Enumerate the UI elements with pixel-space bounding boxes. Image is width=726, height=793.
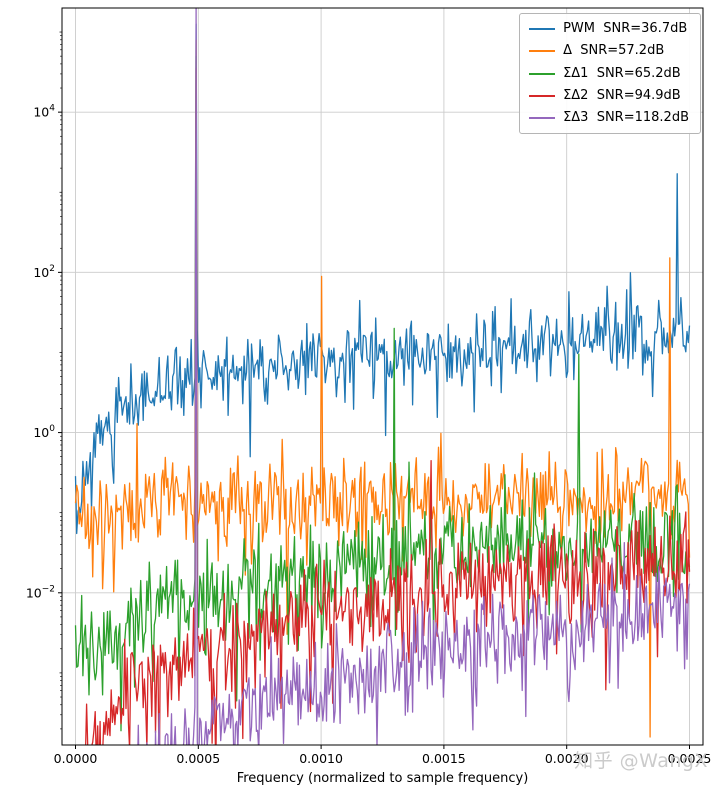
x-tick-label: 0.0000 xyxy=(54,751,98,766)
legend-label: ΣΔ3 SNR=118.2dB xyxy=(563,110,689,126)
watermark: 知乎 @WangX xyxy=(574,750,708,772)
x-tick-label: 0.0005 xyxy=(176,751,220,766)
x-tick-label: 0.0025 xyxy=(668,751,712,766)
legend-item-pwm: PWM SNR=36.7dB xyxy=(529,21,689,36)
legend-item-delta: Δ SNR=57.2dB xyxy=(529,43,689,59)
x-tick-label: 0.0015 xyxy=(422,751,466,766)
legend: PWM SNR=36.7dB Δ SNR=57.2dB ΣΔ1 SNR=65.2dB… xyxy=(519,13,701,135)
x-tick-label: 0.0020 xyxy=(545,751,589,766)
legend-item-sigma-delta-2: ΣΔ2 SNR=94.9dB xyxy=(529,87,689,103)
x-tick-label: 0.0010 xyxy=(299,751,343,766)
series-line-delta xyxy=(74,39,691,738)
series-line-sigma-delta-3 xyxy=(137,8,691,745)
x-axis-label: Frequency (normalized to sample frequenc… xyxy=(236,771,529,786)
legend-item-sigma-delta-3: ΣΔ3 SNR=118.2dB xyxy=(529,110,689,126)
legend-item-sigma-delta-1: ΣΔ1 SNR=65.2dB xyxy=(529,65,689,81)
y-tick-label: 10−2 xyxy=(26,584,55,600)
legend-line-swatch xyxy=(529,50,556,53)
legend-line-swatch xyxy=(529,28,556,31)
legend-label: Δ SNR=57.2dB xyxy=(563,43,665,59)
series-line-pwm xyxy=(74,23,691,535)
legend-line-swatch xyxy=(529,117,556,120)
y-tick-label: 102 xyxy=(33,264,55,280)
legend-line-swatch xyxy=(529,95,556,98)
legend-label: ΣΔ2 SNR=94.9dB xyxy=(563,87,681,103)
legend-line-swatch xyxy=(529,72,556,75)
y-tick-label: 100 xyxy=(33,424,55,440)
legend-label: PWM SNR=36.7dB xyxy=(563,21,688,36)
legend-label: ΣΔ1 SNR=65.2dB xyxy=(563,65,681,81)
y-tick-label: 104 xyxy=(33,104,55,120)
series-line-sigma-delta-1 xyxy=(74,55,691,732)
series-line-sigma-delta-2 xyxy=(85,67,691,745)
